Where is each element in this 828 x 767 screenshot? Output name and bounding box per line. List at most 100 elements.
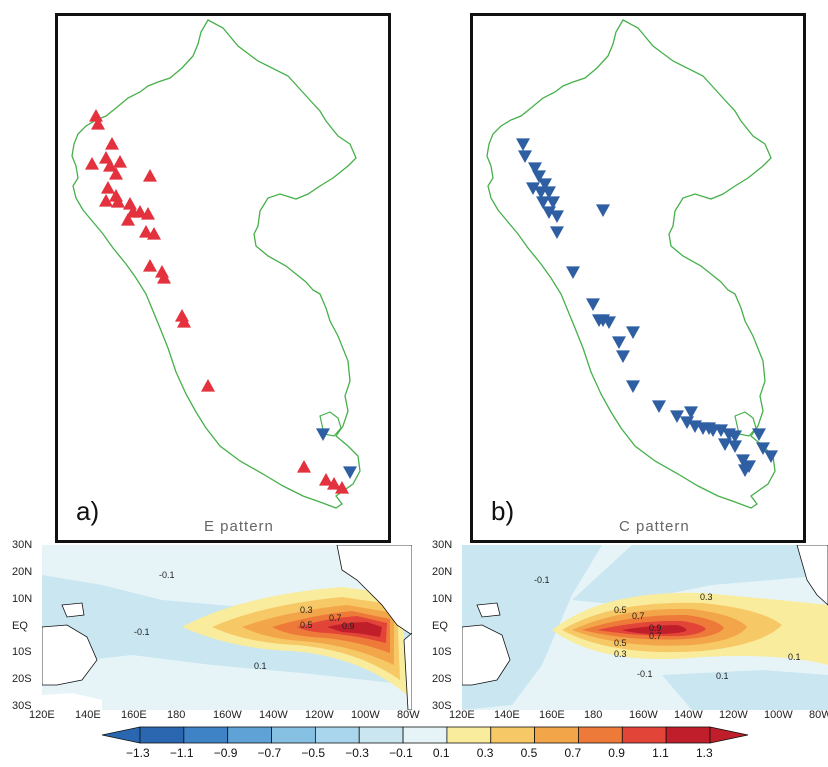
station-negative-marker — [756, 442, 770, 455]
left-contour-label: 0.9 — [342, 621, 355, 631]
colorbar-tick-label: 0.7 — [564, 746, 582, 760]
station-positive-marker — [91, 117, 105, 130]
right-contour-label: 0.7 — [649, 631, 662, 641]
station-negative-marker — [714, 424, 728, 437]
colorbar-swatch — [314, 726, 360, 744]
panel-a-frame: a) E pattern — [55, 13, 391, 543]
colorbar-swatch — [271, 726, 316, 744]
station-positive-marker — [121, 213, 135, 226]
station-positive-marker — [327, 477, 341, 490]
station-negative-marker — [684, 406, 698, 419]
lon-tick-label: 160E — [539, 709, 565, 721]
station-markers-a — [85, 109, 357, 494]
right-contour-label: 0.3 — [700, 592, 713, 602]
sst-map-right: -0.1 0.3 0.5 0.7 0.9 0.7 0.5 0.3 -0.1 0.… — [462, 545, 828, 710]
station-positive-marker — [319, 473, 333, 486]
station-negative-marker — [532, 170, 546, 183]
colorbar-swatch — [665, 726, 711, 744]
station-negative-marker — [764, 450, 778, 463]
station-negative-marker — [586, 298, 600, 311]
station-negative-marker — [738, 464, 752, 477]
lat-tick-label: 30S — [432, 700, 452, 712]
lon-tick-label: 80W — [809, 709, 828, 721]
station-positive-marker — [297, 460, 311, 473]
panel-b-frame: b) C pattern — [470, 13, 806, 543]
station-negative-marker — [546, 196, 560, 209]
lon-tick-label: 120W — [305, 709, 334, 721]
station-positive-marker — [139, 225, 153, 238]
colorbar-swatch — [402, 726, 448, 744]
colorbar-right-extend — [709, 726, 749, 744]
lat-tick-label: 10N — [12, 592, 33, 605]
lat-tick-label: 20N — [12, 565, 33, 578]
lat-tick-label: 30S — [12, 700, 32, 712]
station-negative-marker — [652, 400, 666, 413]
station-negative-marker — [550, 226, 564, 239]
colorbar-tick-label: 0.5 — [520, 746, 538, 760]
colorbar-swatch — [227, 726, 272, 744]
lon-tick-label: 140E — [75, 709, 101, 721]
station-negative-marker — [343, 466, 357, 479]
colorbar-tick-label: −1.1 — [169, 746, 194, 760]
left-contour-label: -0.1 — [159, 570, 175, 580]
lat-tick-label: 30N — [12, 539, 33, 551]
colorbar-swatch — [490, 726, 536, 744]
station-negative-marker — [538, 178, 552, 191]
left-contour-label: 0.5 — [300, 620, 313, 630]
station-negative-marker — [616, 350, 630, 363]
lon-tick-label: 80W — [397, 709, 420, 721]
lat-tick-label: EQ — [432, 619, 448, 632]
station-negative-marker — [612, 336, 626, 349]
right-contour-label: 0.5 — [614, 605, 627, 615]
station-negative-marker — [626, 380, 640, 393]
station-negative-marker — [718, 438, 732, 451]
station-negative-marker — [550, 210, 564, 223]
station-positive-marker — [141, 207, 155, 220]
right-contour-label: 0.5 — [614, 638, 627, 648]
station-negative-marker — [526, 182, 540, 195]
station-positive-marker — [157, 271, 171, 284]
panel-a-caption: E pattern — [204, 518, 274, 535]
station-negative-marker — [670, 410, 684, 423]
colorbar-tick-label: −0.5 — [301, 746, 326, 760]
station-positive-marker — [85, 157, 99, 170]
panel-b-caption: C pattern — [619, 518, 690, 535]
station-negative-marker — [728, 440, 742, 453]
lat-tick-label: 20N — [432, 565, 453, 578]
left-contour-label: -0.1 — [134, 627, 150, 637]
lat-tick-label: 30N — [432, 539, 453, 551]
colorbar-tick-label: 0.9 — [608, 746, 625, 760]
station-positive-marker — [111, 195, 125, 208]
station-negative-marker — [542, 186, 556, 199]
colorbar-swatch — [534, 726, 579, 744]
lat-tick-label: 20S — [432, 673, 452, 686]
station-negative-marker — [518, 150, 532, 163]
lon-tick-label: 140W — [259, 709, 288, 721]
colorbar-tick-label: −1.3 — [126, 746, 150, 760]
station-positive-marker — [201, 379, 215, 392]
panel-a-letter: a) — [76, 496, 100, 526]
colorbar-tick-label: −0.9 — [213, 746, 238, 760]
lat-tick-label: EQ — [12, 619, 28, 632]
station-positive-marker — [109, 167, 123, 180]
station-positive-marker — [143, 259, 157, 272]
colorbar: −1.3 −1.1 −0.9 −0.7 −0.5 −0.3 −0.1 0.1 0.3 0.5 0.7… — [100, 724, 750, 764]
station-positive-marker — [177, 315, 191, 328]
right-contour-label: 0.9 — [649, 623, 662, 633]
station-negative-marker — [602, 316, 616, 329]
station-negative-marker — [528, 162, 542, 175]
colorbar-left-extend — [101, 726, 141, 744]
lon-tick-label: 100W — [351, 709, 380, 721]
station-negative-marker — [596, 204, 610, 217]
colorbar-tick-label: 0.3 — [476, 746, 494, 760]
colorbar-swatch — [578, 726, 623, 744]
panel-b-letter: b) — [491, 496, 515, 526]
sst-map-left: -0.1 0.3 0.5 0.7 0.9 -0.1 0.1 — [42, 545, 412, 710]
colorbar-tick-label: −0.7 — [257, 746, 282, 760]
station-positive-marker — [143, 169, 157, 182]
station-positive-marker — [105, 137, 119, 150]
sst-map-right-svg — [462, 545, 828, 710]
right-contour-label: -0.1 — [534, 575, 550, 585]
peru-coastline-a — [71, 19, 361, 509]
station-negative-marker — [566, 266, 580, 279]
